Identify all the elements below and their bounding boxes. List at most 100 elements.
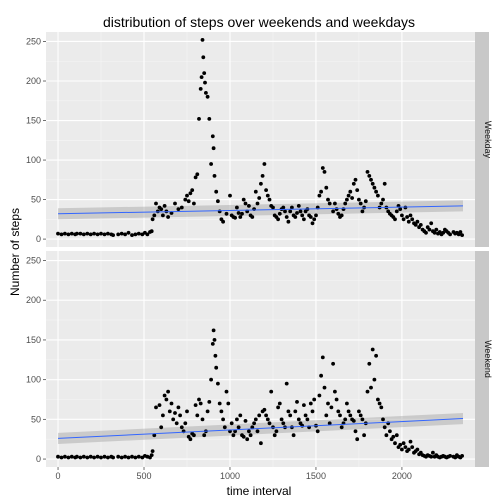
data-point bbox=[216, 381, 220, 386]
data-point bbox=[63, 231, 67, 236]
data-point bbox=[81, 454, 86, 459]
data-point bbox=[460, 454, 464, 458]
data-point bbox=[384, 433, 389, 438]
data-point bbox=[213, 353, 218, 358]
data-point bbox=[257, 413, 262, 418]
data-point bbox=[81, 232, 86, 237]
data-point bbox=[78, 231, 83, 236]
data-point bbox=[162, 393, 167, 398]
data-point bbox=[56, 454, 60, 459]
panel-weekday: 0 50 100 150 200 250 Weekday bbox=[26, 32, 493, 247]
data-point bbox=[432, 230, 437, 235]
data-point bbox=[322, 385, 327, 390]
data-point bbox=[334, 207, 339, 212]
data-point bbox=[154, 405, 158, 410]
data-point bbox=[159, 207, 164, 212]
data-point bbox=[202, 71, 207, 75]
data-point bbox=[88, 232, 93, 237]
data-point bbox=[236, 211, 241, 215]
data-point bbox=[355, 188, 360, 193]
data-point bbox=[379, 405, 384, 410]
data-point bbox=[75, 231, 79, 236]
y-tick-label: 150 bbox=[26, 335, 41, 345]
data-point bbox=[171, 417, 176, 422]
data-point bbox=[400, 447, 404, 452]
data-point bbox=[116, 232, 121, 237]
data-point bbox=[353, 177, 358, 182]
data-point bbox=[267, 421, 272, 426]
data-point bbox=[339, 213, 344, 218]
data-point bbox=[166, 389, 171, 394]
data-point bbox=[308, 215, 313, 219]
data-point bbox=[265, 193, 270, 198]
data-point bbox=[262, 162, 267, 166]
data-point bbox=[360, 209, 365, 214]
data-point bbox=[85, 231, 90, 236]
data-point bbox=[193, 175, 198, 180]
data-point bbox=[303, 413, 308, 418]
data-point bbox=[235, 417, 239, 422]
data-point bbox=[240, 211, 244, 216]
data-point bbox=[211, 328, 216, 333]
y-tick-label: 100 bbox=[26, 155, 41, 165]
data-point bbox=[382, 181, 387, 186]
data-point bbox=[136, 454, 141, 459]
data-point bbox=[376, 193, 380, 198]
data-point bbox=[252, 421, 256, 426]
trend-line bbox=[58, 418, 463, 439]
data-point bbox=[102, 232, 107, 237]
data-point bbox=[236, 425, 241, 430]
data-point bbox=[195, 172, 200, 177]
data-point bbox=[338, 413, 342, 418]
data-point bbox=[331, 209, 335, 214]
data-point bbox=[92, 455, 96, 460]
y-tick-label: 150 bbox=[26, 116, 41, 126]
data-point bbox=[381, 417, 385, 422]
data-point bbox=[95, 232, 100, 237]
data-point bbox=[152, 433, 157, 438]
data-point bbox=[192, 201, 196, 206]
data-point bbox=[319, 189, 323, 194]
data-point bbox=[212, 174, 217, 178]
data-point bbox=[310, 221, 315, 226]
data-point bbox=[290, 205, 294, 210]
data-point bbox=[221, 219, 226, 224]
data-point bbox=[85, 455, 90, 460]
data-point bbox=[111, 233, 115, 238]
data-point bbox=[130, 454, 134, 459]
data-point bbox=[197, 397, 201, 402]
data-point bbox=[136, 231, 141, 236]
data-point bbox=[293, 409, 298, 414]
data-point bbox=[119, 231, 124, 236]
trend-line bbox=[58, 205, 463, 215]
data-point bbox=[238, 413, 243, 418]
data-point bbox=[88, 454, 93, 459]
data-point bbox=[365, 389, 370, 394]
data-point bbox=[322, 170, 327, 174]
data-point bbox=[201, 55, 206, 60]
panel-background bbox=[46, 251, 475, 467]
data-point bbox=[164, 397, 169, 402]
data-point bbox=[284, 381, 289, 386]
data-point bbox=[269, 389, 274, 394]
data-point bbox=[333, 201, 337, 206]
data-point bbox=[408, 439, 413, 444]
data-point bbox=[283, 209, 287, 214]
data-point bbox=[119, 455, 124, 460]
data-point bbox=[176, 207, 181, 212]
data-point bbox=[370, 181, 375, 186]
data-point bbox=[353, 429, 358, 434]
data-point bbox=[185, 193, 189, 198]
data-point bbox=[183, 197, 188, 202]
data-point bbox=[247, 429, 251, 434]
y-tick-label: 200 bbox=[26, 76, 41, 86]
data-point bbox=[315, 429, 320, 434]
data-point bbox=[277, 211, 282, 216]
data-point bbox=[346, 409, 351, 414]
y-tick-label: 250 bbox=[26, 36, 41, 46]
data-point bbox=[358, 413, 363, 418]
data-point bbox=[106, 455, 110, 460]
data-point bbox=[255, 429, 260, 434]
data-point bbox=[276, 217, 280, 222]
data-point bbox=[394, 433, 399, 438]
